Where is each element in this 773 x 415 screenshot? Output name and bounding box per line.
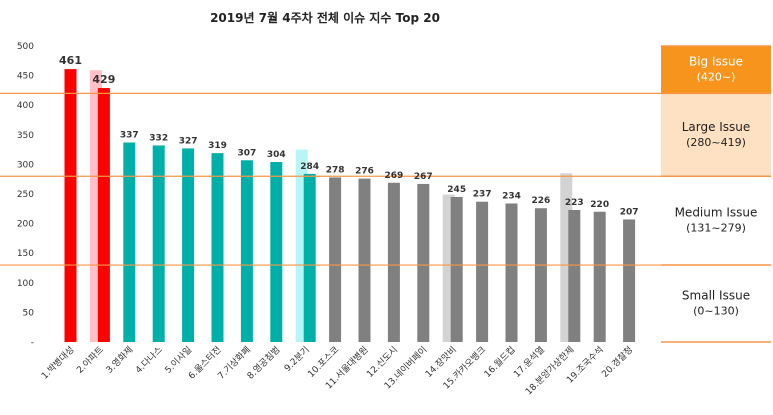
zone-title: Large Issue	[682, 120, 751, 134]
data-label: 327	[179, 136, 198, 146]
y-tick-label: 200	[17, 220, 34, 230]
data-label: 245	[447, 185, 466, 195]
bar	[303, 173, 316, 342]
category-labels: 1.박병대성2.아파트3.영화제4.다나스5.이사일6.울스터전7.기상화폐8.…	[39, 344, 635, 398]
y-tick-label: 350	[17, 131, 34, 141]
bar	[534, 208, 547, 342]
data-label: 304	[267, 150, 286, 160]
data-label: 220	[590, 200, 609, 210]
data-label: 278	[326, 165, 345, 175]
y-tick-label: 50	[23, 308, 35, 318]
data-label: 207	[620, 207, 639, 217]
chart-title: 2019년 7월 4주차 전체 이슈 지수 Top 20	[210, 10, 440, 25]
zone-box	[661, 46, 771, 94]
bar	[182, 148, 195, 342]
data-label: 319	[208, 141, 227, 151]
zone-box	[661, 265, 771, 342]
bar	[593, 211, 606, 342]
bar	[623, 219, 636, 342]
category-label: 2.아파트	[75, 344, 106, 375]
bar	[97, 88, 110, 342]
category-label: 3.영화제	[104, 344, 135, 375]
zone-box	[661, 93, 771, 177]
category-label: 9.2분기	[282, 344, 312, 374]
data-label: 237	[473, 190, 492, 200]
category-label: 16.월드컵	[481, 344, 517, 380]
y-tick-label: 450	[17, 72, 34, 82]
category-label: 20.경찰청	[599, 344, 635, 380]
y-axis: 500 450 400 350 300 250 200 150 100 50 -	[17, 42, 34, 348]
bar	[568, 209, 581, 342]
bars	[64, 69, 636, 342]
zone-range: (420~)	[697, 71, 736, 84]
data-label: 307	[238, 148, 257, 158]
data-label: 276	[355, 167, 374, 177]
category-label: 1.박병대성	[39, 344, 76, 381]
bar	[123, 142, 136, 342]
bar	[270, 162, 283, 342]
data-label: 332	[149, 133, 168, 143]
y-tick-label: 100	[17, 279, 34, 289]
zone-range: (131~279)	[686, 222, 746, 235]
zone-title: Big Issue	[689, 55, 743, 69]
bar	[417, 183, 430, 342]
bar	[505, 203, 518, 342]
value-labels: 461 429 337 332 327 319 307 304 284 278 276 269 267 2…	[59, 54, 638, 217]
data-label: 269	[385, 171, 404, 181]
data-label: 226	[532, 196, 551, 206]
bar	[240, 160, 253, 342]
bar	[211, 153, 224, 342]
zone-title: Small Issue	[682, 289, 750, 303]
bar	[358, 178, 371, 342]
bar	[450, 196, 463, 342]
y-tick-label: 300	[17, 160, 34, 170]
data-label: 223	[565, 198, 584, 208]
y-tick-label: 250	[17, 190, 34, 200]
zone-title: Medium Issue	[675, 206, 758, 220]
bar	[329, 177, 342, 342]
threshold-lines	[0, 92, 661, 266]
category-label: 4.다나스	[133, 344, 164, 375]
bar	[152, 145, 165, 342]
y-tick-label: 150	[17, 249, 34, 259]
data-label: 337	[120, 130, 139, 140]
data-label: 461	[59, 54, 82, 67]
bar	[387, 182, 400, 342]
y-tick-label: 400	[17, 101, 34, 111]
data-label: 234	[502, 191, 521, 201]
issue-zones: Big Issue (420~) Large Issue (280~419) Mediu…	[661, 45, 771, 343]
zone-range: (280~419)	[686, 136, 746, 149]
bar	[64, 69, 77, 342]
data-label: 284	[300, 162, 319, 172]
y-tick-label: -	[31, 338, 34, 348]
bar	[476, 201, 489, 342]
y-tick-label: 500	[17, 42, 34, 52]
zone-box	[661, 176, 771, 266]
data-label: 429	[92, 73, 115, 86]
data-label: 267	[414, 172, 433, 182]
zone-range: (0~130)	[693, 305, 739, 318]
